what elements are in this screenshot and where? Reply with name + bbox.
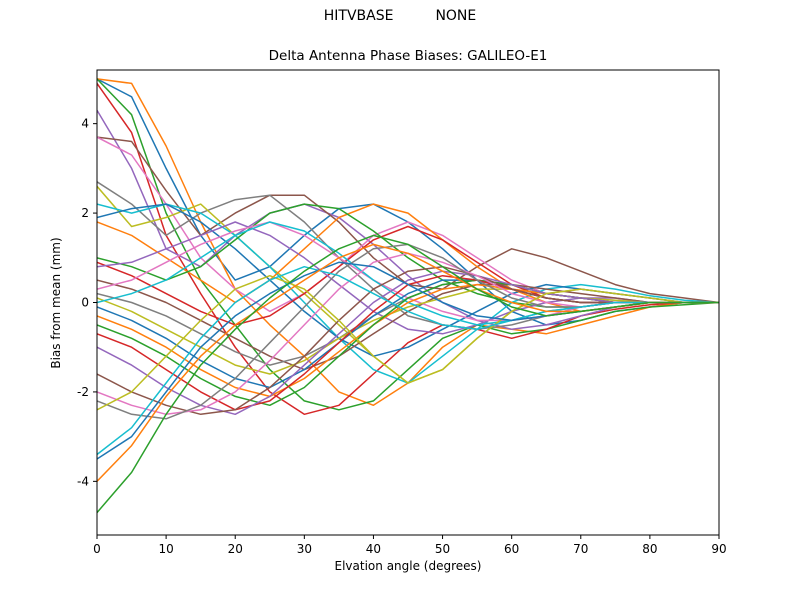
y-tick-label: -4 [77, 474, 89, 488]
x-tick-label: 10 [158, 542, 173, 556]
x-tick-label: 20 [228, 542, 243, 556]
series-line-line-30 [97, 265, 719, 456]
y-axis-label: Bias from mean (mm) [49, 237, 63, 369]
series-line-line-33 [97, 234, 719, 514]
x-tick-label: 30 [297, 542, 312, 556]
x-axis-label: Elvation angle (degrees) [334, 559, 482, 573]
x-tick-label: 50 [435, 542, 450, 556]
x-tick-label: 0 [93, 542, 101, 556]
x-tick-label: 40 [366, 542, 381, 556]
series-line-line-04 [97, 82, 719, 416]
x-tick-label: 90 [711, 542, 726, 556]
series-line-line-26 [97, 265, 719, 416]
x-tick-label: 80 [642, 542, 657, 556]
x-tick-label: 70 [573, 542, 588, 556]
figure-title-right: NONE [435, 8, 477, 24]
y-tick-label: 0 [81, 296, 89, 310]
series-line-line-29 [97, 274, 719, 411]
series-line-line-15 [97, 221, 719, 335]
figure-title-left: HITVBASE [323, 8, 394, 24]
y-tick-label: 2 [81, 206, 89, 220]
figure-title: HITVBASE NONE [0, 9, 800, 23]
y-tick-label: 4 [81, 117, 89, 131]
chart-title: Delta Antenna Phase Biases: GALILEO-E1 [268, 48, 548, 64]
y-tick-label: -2 [77, 385, 89, 399]
x-tick-label: 60 [504, 542, 519, 556]
